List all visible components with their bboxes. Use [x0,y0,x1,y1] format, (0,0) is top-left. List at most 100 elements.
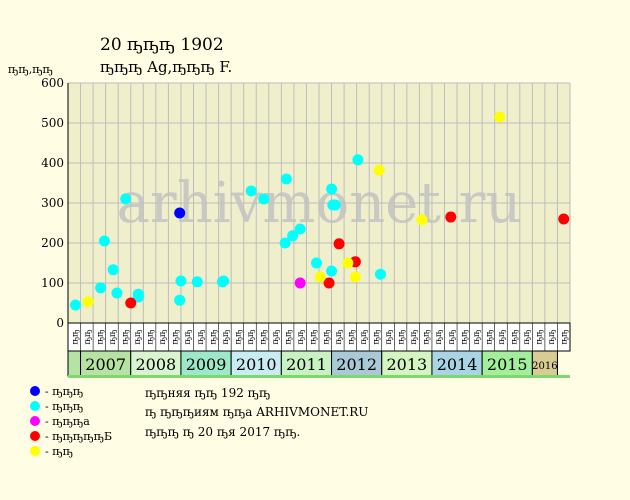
data-point [98,235,110,247]
quarter-label: ҧҧ [334,329,343,345]
quarter-label: ҧҧ [95,329,104,345]
quarter-label: ҧҧ [547,329,556,345]
year-label: 2012 [336,355,377,374]
watermark: arhivmonet.ru [117,171,522,236]
legend-label: - ҧҧҧҧҧБ [45,430,112,443]
data-point [326,265,338,277]
data-point [245,185,257,197]
data-point [279,237,291,249]
quarter-label: ҧҧ [346,329,355,345]
quarter-label: ҧҧ [221,329,230,345]
quarter-label: ҧҧ [146,329,155,345]
data-point [120,193,132,205]
data-point [333,238,345,250]
data-point [314,271,326,283]
quarter-label: ҧҧ [284,329,293,345]
data-point [558,213,570,225]
quarter-label: ҧҧ [497,329,506,345]
data-point [352,154,364,166]
year-label: 2008 [135,355,176,374]
year-label: 2014 [437,355,478,374]
data-point [174,207,186,219]
quarter-label: ҧҧ [359,329,368,345]
quarter-label: ҧҧ [158,329,167,345]
quarter-label: ҧҧ [371,329,380,345]
data-point [287,230,299,242]
footer-line-3: ҧҧҧ ҧ 20 ҧя 2017 ҧҧ. [145,425,300,439]
data-point [218,275,230,287]
quarter-label: ҧҧ [259,329,268,345]
data-point [342,257,354,269]
quarter-label: ҧҧ [510,329,519,345]
quarter-label: ҧҧ [535,329,544,345]
quarter-label: ҧҧ [409,329,418,345]
quarter-label: ҧҧ [447,329,456,345]
year-label: 2013 [386,355,427,374]
data-point [326,183,338,195]
quarter-label: ҧҧ [384,329,393,345]
y-tick-label: 0 [56,316,64,330]
footer-line-2: ҧ ҧҧҧиям ҧҧа ARHIVMONET.RU [145,405,368,419]
legend-swatch [30,416,40,426]
quarter-label: ҧҧ [397,329,406,345]
data-point [349,271,361,283]
data-point [294,223,306,235]
quarter-label: ҧҧ [472,329,481,345]
data-point [258,193,270,205]
legend-swatch [30,431,40,441]
legend-label: - ҧҧ [45,445,73,458]
chart-title: 20 ҧҧҧ 1902 [100,35,224,55]
legend: - ҧҧҧ - ҧҧҧ - ҧҧҧa - ҧҧҧҧҧБ - ҧҧ [30,385,112,458]
data-point [95,282,107,294]
data-point [70,299,82,311]
data-point [445,211,457,223]
y-tick-label: 300 [41,196,64,210]
year-label: 2015 [487,355,528,374]
year-band: 2007 2008 2009 2010 2011 2012 2013 2014 2015 2016 [67,350,570,378]
quarter-label: ҧҧ [70,329,79,345]
data-point [107,264,119,276]
data-point [294,277,306,289]
quarter-label: ҧҧ [522,329,531,345]
chart-subtitle: ҧҧҧ Ag,ҧҧҧ F. [100,58,232,76]
year-label: 2011 [286,355,327,374]
data-points [70,111,570,311]
year-label: 2009 [186,355,227,374]
quarter-label: ҧҧ [296,329,305,345]
data-point [82,296,94,308]
quarter-label: ҧҧ [271,329,280,345]
data-point [125,297,137,309]
legend-label: - ҧҧҧa [45,415,90,428]
footer-line-1: ҧҧняя ҧҧ 192 ҧҧ [145,386,270,400]
year-label: 2016 [532,361,557,372]
quarter-label: ҧҧ [309,329,318,345]
data-point [329,199,341,211]
data-point [310,257,322,269]
year-label: 2007 [85,355,126,374]
year-cell [67,350,82,377]
quarter-label: ҧҧ [183,329,192,345]
quarter-label: ҧҧ [233,329,242,345]
legend-swatch [30,386,40,396]
data-point [323,277,335,289]
year-label: 2010 [236,355,277,374]
quarter-label: ҧҧ [208,329,217,345]
quarter-label: ҧҧ [321,329,330,345]
quarter-label: ҧҧ [246,329,255,345]
year-cell [531,350,558,377]
legend-label: - ҧҧҧ [45,400,83,413]
quarter-label: ҧҧ [560,329,569,345]
year-band-underline [68,375,570,378]
data-point [191,276,203,288]
legend-swatch [30,446,40,456]
quarter-label: ҧҧ [133,329,142,345]
data-point [494,111,506,123]
data-point [280,173,292,185]
data-point [132,288,144,300]
data-point [416,214,428,226]
quarter-label: ҧҧ [83,329,92,345]
legend-swatch [30,401,40,411]
quarter-labels: ҧҧ ҧҧ ҧҧ ҧҧ ҧҧ ҧҧ ҧҧ ҧҧ ҧҧ ҧҧ ҧҧ ҧҧ ҧҧ ҧҧ ҧҧ ҧҧ ҧҧ ҧҧ ҧҧ ҧҧ… [67,322,571,352]
legend-label: - ҧҧҧ [45,385,83,398]
